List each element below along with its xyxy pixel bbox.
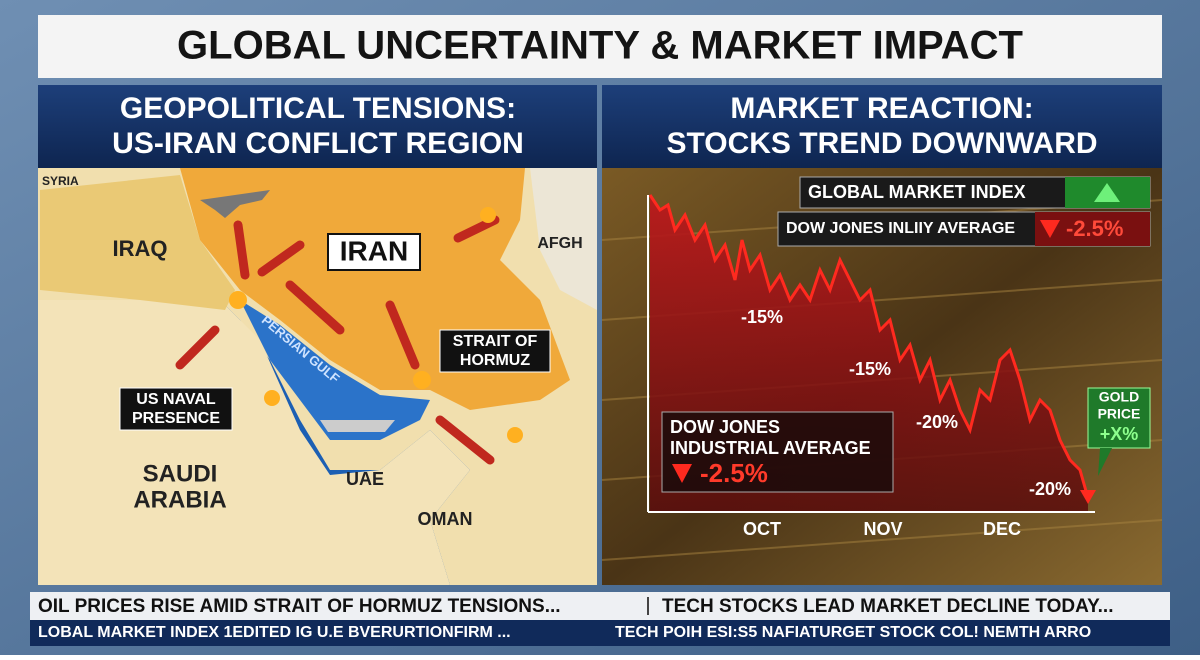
headline: OIL PRICES RISE AMID STRAIT OF HORMUZ TE…	[38, 596, 561, 617]
panel-header	[38, 85, 597, 168]
down-icon	[672, 464, 692, 483]
dow-card-line: INDUSTRIAL AVERAGE	[670, 438, 871, 458]
crawl: TECH POIH ESI:S5 NAFIATURGET STOCK COL! …	[615, 624, 1091, 641]
dow-change: -2.5%	[1066, 216, 1123, 241]
arrowhead	[1080, 490, 1096, 504]
map-label: US NAVAL	[136, 391, 216, 408]
map-label: PRESENCE	[132, 410, 220, 427]
map-label: HORMUZ	[460, 352, 530, 369]
dow-card-line: DOW JONES	[670, 417, 780, 437]
map-label: SAUDI	[143, 460, 218, 487]
iraq	[40, 175, 235, 310]
annotation: -15%	[741, 307, 783, 327]
title-bar	[38, 15, 1162, 78]
ticker-bar	[30, 592, 1170, 620]
gold-text: GOLD	[1099, 389, 1139, 405]
gold-text: PRICE	[1098, 406, 1141, 422]
label-box	[439, 329, 551, 373]
annotation: -15%	[849, 359, 891, 379]
up-icon	[1094, 183, 1120, 202]
down-icon	[1040, 220, 1060, 238]
panel-header	[602, 85, 1162, 168]
afgh-land	[530, 168, 597, 310]
crawl-bar	[30, 620, 1170, 646]
x-label: NOV	[863, 519, 902, 539]
map-label: UAE	[346, 469, 384, 489]
panel-title: STOCKS TREND DOWNWARD	[666, 127, 1097, 160]
map-label: SYRIA	[42, 174, 79, 188]
map-label: AFGH	[537, 235, 582, 252]
panel-title: GEOPOLITICAL TENSIONS:	[120, 92, 516, 125]
ship	[320, 420, 395, 432]
map-label: STRAIT OF	[453, 333, 538, 350]
map-label: ARABIA	[133, 486, 226, 513]
crawl: LOBAL MARKET INDEX 1EDITED IG U.E BVERUR…	[38, 624, 511, 641]
gold-box	[1087, 387, 1151, 449]
arabia	[38, 300, 470, 585]
explosions	[229, 207, 523, 443]
panel-title: MARKET REACTION:	[730, 92, 1033, 125]
annotation: -20%	[916, 412, 958, 432]
label-box	[119, 387, 233, 431]
panel-title: US-IRAN CONFLICT REGION	[112, 127, 524, 160]
gold-text: +X%	[1100, 424, 1139, 444]
dow-label: DOW JONES INLIIY AVERAGE	[786, 220, 1015, 237]
drone	[200, 190, 270, 218]
map-label: IRAN	[340, 235, 408, 266]
title: GLOBAL UNCERTAINTY & MARKET IMPACT	[177, 24, 1023, 68]
dow-card-change: -2.5%	[700, 458, 768, 488]
map-label: IRAQ	[113, 236, 168, 261]
map-label: OMAN	[418, 509, 473, 529]
gold-pointer	[1098, 448, 1112, 476]
map	[38, 168, 597, 585]
x-label: DEC	[983, 519, 1021, 539]
gulf	[240, 300, 430, 440]
arrows	[175, 215, 500, 465]
trend-line	[648, 194, 1090, 499]
annotation: -20%	[1029, 479, 1071, 499]
headline: TECH STOCKS LEAD MARKET DECLINE TODAY...	[662, 596, 1113, 617]
label-box	[327, 233, 421, 271]
x-label: OCT	[743, 519, 781, 539]
dow-card	[661, 411, 894, 493]
index-label: GLOBAL MARKET INDEX	[808, 182, 1026, 202]
